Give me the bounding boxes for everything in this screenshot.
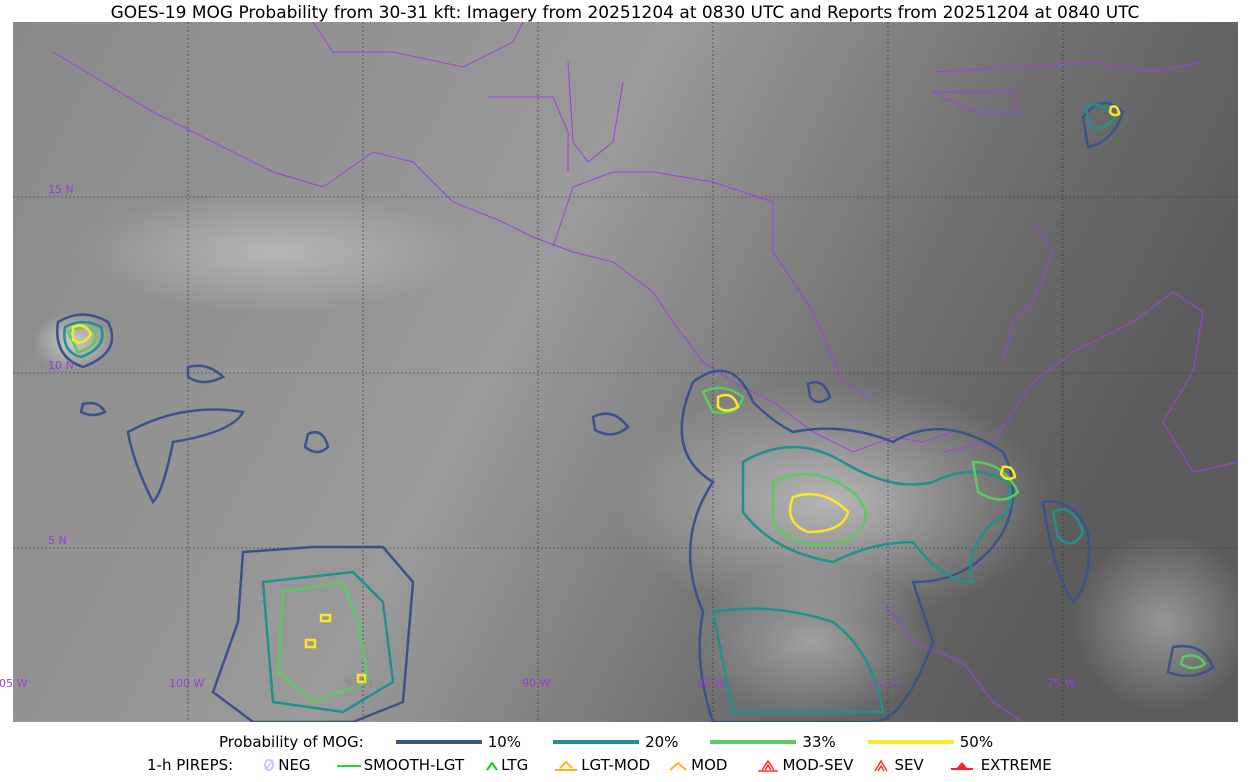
lon-label-100w: 100 W — [169, 677, 205, 690]
lat-label-15n: 15 N — [48, 183, 74, 196]
contour-50pct — [71, 105, 1121, 684]
lat-label-10n: 10 N — [48, 359, 74, 372]
pirep-ltg: LTG — [486, 756, 528, 774]
chart-title: GOES-19 MOG Probability from 30-31 kft: … — [110, 3, 1140, 23]
lon-label-105w: 105 W — [0, 677, 28, 690]
legend-swatch-20 — [553, 740, 640, 744]
legend-swatch-50 — [867, 740, 954, 744]
lon-label-85w: 85 W — [697, 677, 726, 690]
neg-icon — [264, 759, 275, 771]
coastlines — [52, 22, 1238, 722]
pirep-legend: 1-h PIREPS: NEG SMOOTH-LGT LTG LGT-MOD M… — [147, 756, 1052, 774]
legend-label-10: 10% — [487, 733, 522, 751]
lon-label-90w: 90 W — [522, 677, 551, 690]
probability-legend: Probability of MOG: 10% 20% 33% 50% — [219, 733, 993, 751]
lon-label-75w: 75 W — [1047, 677, 1076, 690]
caret-icon — [486, 761, 498, 771]
cloud-features — [33, 192, 1238, 722]
legend-label-33: 33% — [802, 733, 836, 751]
pirep-sev: SEV — [871, 756, 924, 774]
legend-label-50: 50% — [959, 733, 994, 751]
mog-contours — [56, 102, 1215, 722]
legend-swatch-33 — [710, 740, 797, 744]
pirep-mod-sev: MOD-SEV — [757, 756, 853, 774]
contour-33pct — [66, 325, 1207, 704]
legend-label-20: 20% — [645, 733, 679, 751]
double-caret-bar-icon — [758, 759, 779, 772]
imagery-background — [13, 22, 1238, 722]
lon-label-95w: 95 W — [345, 677, 374, 690]
satellite-map[interactable] — [13, 22, 1238, 722]
pirep-legend-label: 1-h PIREPS: — [147, 756, 234, 774]
caret-icon — [669, 761, 687, 771]
lon-label-80w: 80 W — [872, 677, 901, 690]
contour-10pct — [56, 102, 1215, 722]
filled-triangle-icon — [950, 762, 973, 770]
contour-20pct — [63, 103, 1118, 714]
legend-swatch-10 — [395, 740, 482, 744]
probability-legend-label: Probability of MOG: — [219, 733, 364, 751]
pirep-lgt-mod: LGT-MOD — [554, 756, 650, 774]
pirep-smooth-lgt: SMOOTH-LGT — [336, 756, 464, 774]
caret-bar-icon — [555, 760, 578, 771]
pirep-extreme: EXTREME — [950, 756, 1052, 774]
line-icon — [336, 765, 361, 767]
double-caret-icon — [874, 759, 889, 772]
lat-label-5n: 5 N — [48, 534, 67, 547]
pirep-mod: MOD — [668, 756, 727, 774]
pirep-neg: NEG — [263, 756, 311, 774]
